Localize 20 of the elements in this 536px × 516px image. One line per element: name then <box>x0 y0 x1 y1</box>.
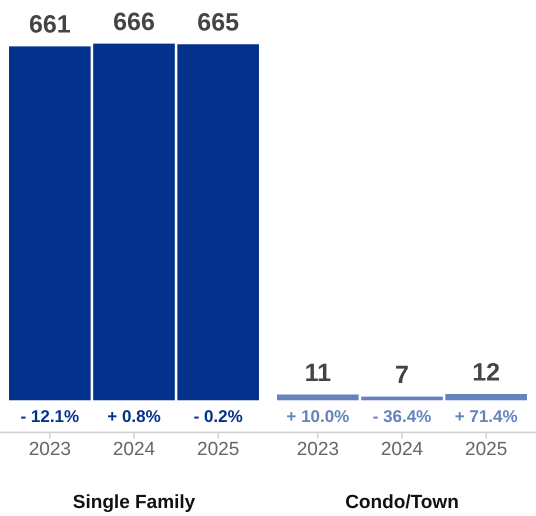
text: + 71.4% <box>454 407 518 426</box>
data-label: 666 <box>113 8 155 36</box>
data-label: 7 <box>395 361 409 390</box>
data-label: 665 <box>197 8 240 37</box>
data-label: 12 <box>472 358 500 386</box>
text: + 10.0% <box>286 407 350 426</box>
x-tick-label: 2025 <box>197 439 240 460</box>
data-label: 11 <box>304 358 332 387</box>
text: + 0.8% <box>107 407 161 426</box>
text: - 12.1% <box>20 407 80 426</box>
x-tick-label: 2024 <box>112 439 156 460</box>
data-label: 661 <box>28 10 71 39</box>
x-axis-title: Single Family <box>72 492 196 513</box>
x-tick-label: 2023 <box>28 439 71 460</box>
x-axis-title: Condo/Town <box>345 492 459 513</box>
x-tick-label: 2023 <box>296 439 339 460</box>
text: - 0.2% <box>194 407 243 426</box>
x-tick-label: 2024 <box>380 439 424 460</box>
text: - 36.4% <box>372 407 432 426</box>
x-tick-label: 2025 <box>465 439 508 460</box>
